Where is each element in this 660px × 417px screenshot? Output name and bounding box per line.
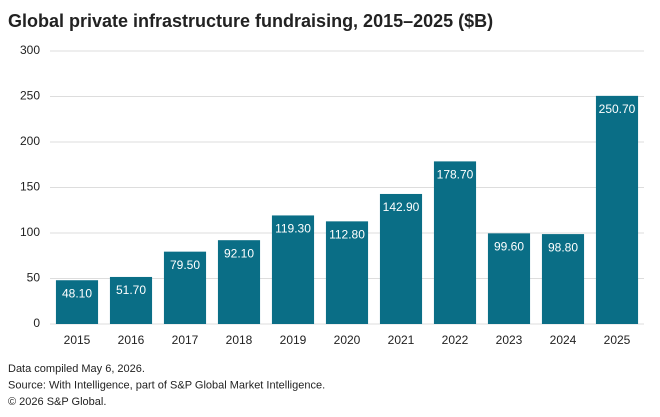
chart-title: Global private infrastructure fundraisin… bbox=[8, 11, 493, 31]
value-label: 112.80 bbox=[329, 228, 365, 242]
y-tick-label: 100 bbox=[20, 225, 40, 239]
value-label: 142.90 bbox=[383, 200, 420, 214]
x-tick-label: 2023 bbox=[496, 333, 523, 347]
value-label: 178.70 bbox=[437, 168, 474, 182]
bar bbox=[379, 193, 423, 324]
bar bbox=[55, 280, 99, 324]
y-tick-label: 200 bbox=[20, 134, 40, 148]
bar bbox=[595, 95, 639, 324]
value-label: 48.10 bbox=[62, 286, 92, 300]
bar bbox=[271, 215, 315, 324]
x-tick-label: 2024 bbox=[550, 333, 577, 347]
bar bbox=[109, 276, 153, 324]
x-tick-label: 2021 bbox=[388, 333, 415, 347]
bar bbox=[325, 221, 369, 324]
value-label: 79.50 bbox=[170, 258, 200, 272]
value-label: 98.80 bbox=[548, 240, 578, 254]
footnote: Data compiled May 6, 2026. bbox=[8, 363, 145, 375]
value-label: 119.30 bbox=[275, 222, 311, 236]
footnote: Source: With Intelligence, part of S&P G… bbox=[8, 379, 325, 391]
y-tick-label: 300 bbox=[20, 43, 40, 57]
bar bbox=[163, 251, 207, 324]
footnote: © 2026 S&P Global. bbox=[8, 396, 106, 408]
x-tick-label: 2022 bbox=[442, 333, 469, 347]
y-tick-label: 0 bbox=[33, 316, 40, 330]
x-tick-label: 2017 bbox=[172, 333, 199, 347]
bar bbox=[541, 234, 585, 324]
bar bbox=[217, 240, 261, 324]
x-tick-label: 2018 bbox=[226, 333, 253, 347]
bar bbox=[487, 233, 531, 324]
y-tick-label: 50 bbox=[27, 271, 41, 285]
y-tick-label: 250 bbox=[20, 89, 40, 103]
x-tick-label: 2019 bbox=[280, 333, 307, 347]
value-label: 92.10 bbox=[224, 246, 254, 260]
x-tick-label: 2020 bbox=[334, 333, 361, 347]
y-tick-label: 150 bbox=[20, 180, 40, 194]
x-tick-label: 2015 bbox=[64, 333, 91, 347]
value-label: 250.70 bbox=[599, 102, 636, 116]
bar bbox=[433, 161, 477, 324]
value-label: 99.60 bbox=[494, 240, 524, 254]
x-tick-label: 2025 bbox=[604, 333, 631, 347]
x-tick-label: 2016 bbox=[118, 333, 145, 347]
value-label: 51.70 bbox=[116, 283, 146, 297]
